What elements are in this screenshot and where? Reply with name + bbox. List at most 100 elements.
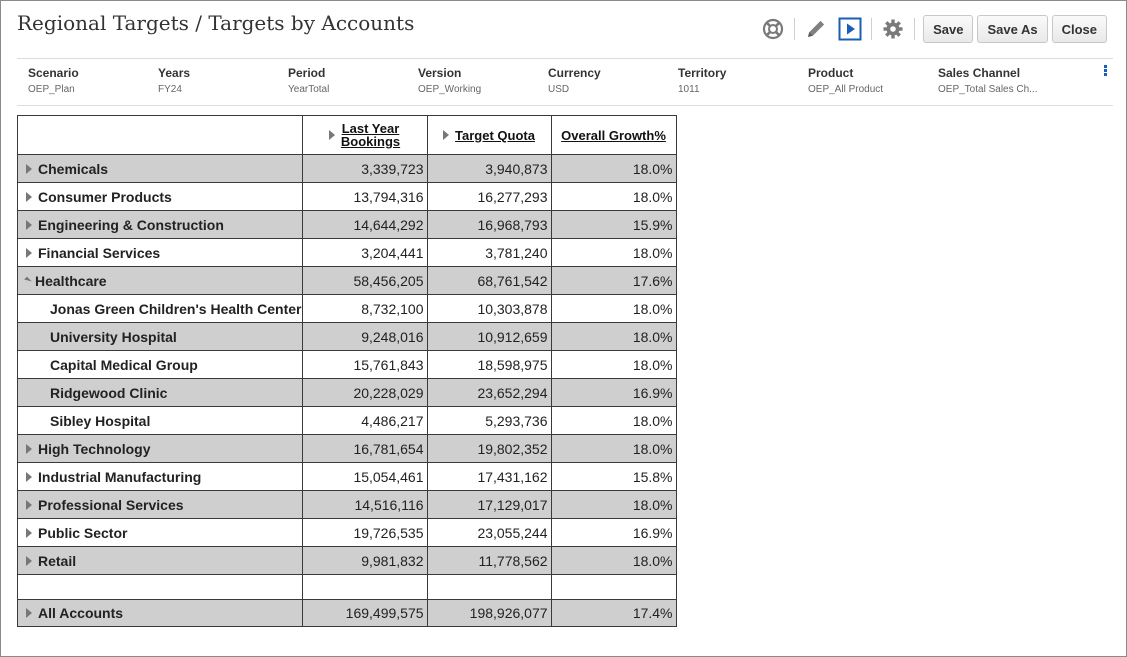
cell-target-quota[interactable]: 10,912,659 <box>426 322 552 351</box>
cell-last-year-bookings[interactable]: 19,726,535 <box>301 518 428 547</box>
cell-last-year-bookings[interactable]: 14,644,292 <box>301 210 428 239</box>
column-header-last-year-bookings[interactable]: Last Year Bookings <box>301 115 428 155</box>
cell-last-year-bookings[interactable]: 9,248,016 <box>301 322 428 351</box>
cell-target-quota[interactable]: 11,778,562 <box>426 546 552 575</box>
expand-icon[interactable] <box>328 130 335 140</box>
expand-icon[interactable] <box>26 443 32 454</box>
pov-years[interactable]: Years FY24 <box>158 66 278 95</box>
row-header-cell[interactable]: Industrial Manufacturing <box>17 462 303 491</box>
cell-target-quota[interactable]: 19,802,352 <box>426 434 552 463</box>
cell-overall-growth[interactable]: 18.0% <box>550 406 677 435</box>
pov-territory[interactable]: Territory 1011 <box>678 66 798 95</box>
cell-overall-growth[interactable]: 18.0% <box>550 350 677 379</box>
expand-icon[interactable] <box>26 608 32 618</box>
cell-overall-growth[interactable]: 18.0% <box>550 322 677 351</box>
more-options-icon[interactable] <box>1104 65 1107 77</box>
cell-overall-growth[interactable]: 16.9% <box>550 518 677 547</box>
row-header-cell[interactable]: Consumer Products <box>17 182 303 211</box>
column-header-overall-growth[interactable]: Overall Growth% <box>550 115 677 155</box>
pov-sales-channel[interactable]: Sales Channel OEP_Total Sales Ch... <box>938 66 1038 95</box>
pov-period[interactable]: Period YearTotal <box>288 66 408 95</box>
expand-icon[interactable] <box>26 219 32 230</box>
collapse-icon[interactable] <box>24 276 32 285</box>
expand-icon[interactable] <box>26 471 32 482</box>
cell-target-quota[interactable]: 17,129,017 <box>426 490 552 519</box>
row-header-cell[interactable]: Retail <box>17 546 303 575</box>
cell-last-year-bookings[interactable]: 16,781,654 <box>301 434 428 463</box>
cell-target-quota[interactable]: 16,277,293 <box>426 182 552 211</box>
cell-last-year-bookings[interactable]: 20,228,029 <box>301 378 428 407</box>
row-label: University Hospital <box>50 328 177 345</box>
expand-icon[interactable] <box>26 555 32 566</box>
cell-overall-growth[interactable]: 18.0% <box>550 294 677 323</box>
play-icon[interactable] <box>838 17 862 41</box>
close-button[interactable]: Close <box>1051 15 1107 43</box>
save-button[interactable]: Save <box>923 15 974 43</box>
cell-last-year-bookings[interactable]: 169,499,575 <box>301 599 428 627</box>
pov-scenario[interactable]: Scenario OEP_Plan <box>28 66 148 95</box>
cell-last-year-bookings[interactable]: 14,516,116 <box>301 490 428 519</box>
column-header-target-quota[interactable]: Target Quota <box>426 115 552 155</box>
expand-icon[interactable] <box>26 247 32 258</box>
row-header-cell[interactable]: All Accounts <box>17 599 303 627</box>
cell-overall-growth[interactable]: 18.0% <box>550 546 677 575</box>
lifebuoy-icon[interactable] <box>761 17 785 41</box>
expand-icon[interactable] <box>26 527 32 538</box>
cell-overall-growth[interactable]: 18.0% <box>550 238 677 267</box>
row-header-cell[interactable]: High Technology <box>17 434 303 463</box>
cell-last-year-bookings[interactable]: 15,054,461 <box>301 462 428 491</box>
cell-target-quota[interactable]: 198,926,077 <box>426 599 552 627</box>
row-header-cell[interactable]: Ridgewood Clinic <box>17 378 303 407</box>
cell-overall-growth[interactable]: 18.0% <box>550 434 677 463</box>
cell-target-quota[interactable]: 18,598,975 <box>426 350 552 379</box>
cell-last-year-bookings[interactable]: 3,339,723 <box>301 154 428 183</box>
cell-overall-growth[interactable]: 18.0% <box>550 154 677 183</box>
expand-icon[interactable] <box>26 191 32 202</box>
save-as-button[interactable]: Save As <box>977 15 1048 43</box>
column-header-label: Last Year <box>341 121 400 136</box>
row-header-cell[interactable]: Sibley Hospital <box>17 406 303 435</box>
row-header-cell[interactable]: Public Sector <box>17 518 303 547</box>
cell-target-quota[interactable]: 23,652,294 <box>426 378 552 407</box>
cell-overall-growth[interactable]: 16.9% <box>550 378 677 407</box>
cell-target-quota[interactable]: 17,431,162 <box>426 462 552 491</box>
row-header-cell[interactable]: Healthcare <box>17 266 303 295</box>
cell-last-year-bookings[interactable]: 13,794,316 <box>301 182 428 211</box>
row-header-cell[interactable]: Capital Medical Group <box>17 350 303 379</box>
cell-overall-growth[interactable]: 18.0% <box>550 490 677 519</box>
cell-target-quota[interactable]: 16,968,793 <box>426 210 552 239</box>
cell-last-year-bookings[interactable]: 58,456,205 <box>301 266 428 295</box>
cell-target-quota[interactable]: 5,293,736 <box>426 406 552 435</box>
gear-icon[interactable] <box>881 17 905 41</box>
cell-target-quota[interactable]: 3,781,240 <box>426 238 552 267</box>
row-header-cell[interactable]: Engineering & Construction <box>17 210 303 239</box>
cell-overall-growth[interactable]: 17.6% <box>550 266 677 295</box>
pov-product[interactable]: Product OEP_All Product <box>808 66 928 95</box>
cell-overall-growth[interactable]: 17.4% <box>550 599 677 627</box>
expand-icon[interactable] <box>26 499 32 510</box>
cell-overall-growth[interactable]: 15.9% <box>550 210 677 239</box>
cell-target-quota[interactable]: 10,303,878 <box>426 294 552 323</box>
cell-overall-growth[interactable]: 15.8% <box>550 462 677 491</box>
expand-icon[interactable] <box>443 130 450 140</box>
pov-currency[interactable]: Currency USD <box>548 66 668 95</box>
cell-target-quota[interactable]: 68,761,542 <box>426 266 552 295</box>
row-header-cell[interactable]: University Hospital <box>17 322 303 351</box>
cell-last-year-bookings[interactable]: 4,486,217 <box>301 406 428 435</box>
cell-last-year-bookings[interactable]: 8,732,100 <box>301 294 428 323</box>
cell-last-year-bookings[interactable]: 15,761,843 <box>301 350 428 379</box>
table-row: Retail 9,981,832 11,778,562 18.0% <box>17 546 677 575</box>
pov-version[interactable]: Version OEP_Working <box>418 66 538 95</box>
cell-last-year-bookings[interactable]: 9,981,832 <box>301 546 428 575</box>
row-header-cell[interactable]: Jonas Green Children's Health Center <box>17 294 303 323</box>
pencil-icon[interactable] <box>804 17 828 41</box>
row-header-cell[interactable]: Professional Services <box>17 490 303 519</box>
cell-target-quota[interactable]: 23,055,244 <box>426 518 552 547</box>
cell-target-quota[interactable]: 3,940,873 <box>426 154 552 183</box>
row-label: Retail <box>38 552 77 569</box>
cell-overall-growth[interactable]: 18.0% <box>550 182 677 211</box>
row-header-cell[interactable]: Chemicals <box>17 154 303 183</box>
cell-last-year-bookings[interactable]: 3,204,441 <box>301 238 428 267</box>
row-header-cell[interactable]: Financial Services <box>17 238 303 267</box>
expand-icon[interactable] <box>26 163 32 174</box>
